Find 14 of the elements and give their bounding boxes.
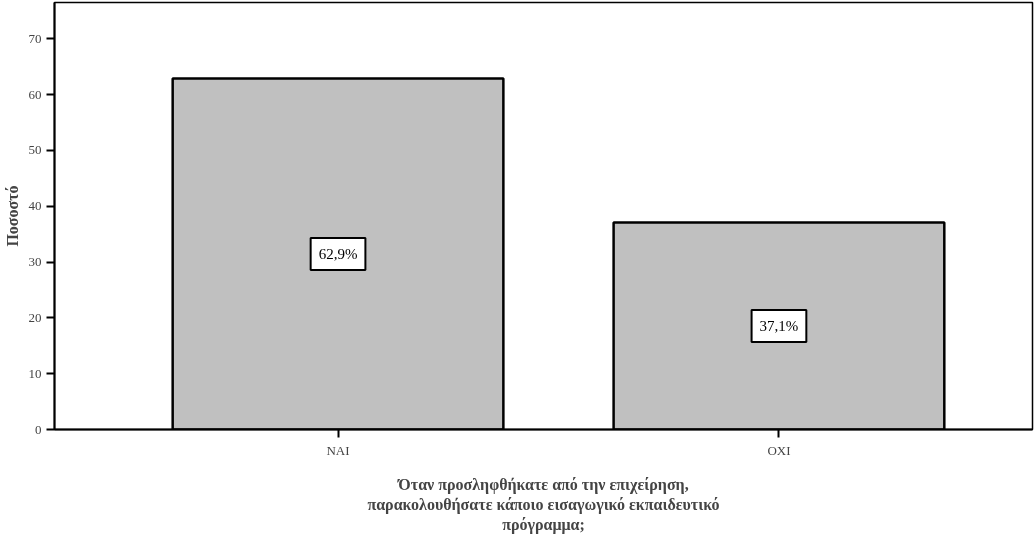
- y-tick-label: 10: [28, 365, 42, 381]
- y-tick-label: 0: [35, 421, 42, 437]
- y-tick-label: 70: [28, 30, 42, 46]
- data-label: 37,1%: [759, 317, 799, 334]
- x-axis-title: Όταν προσληφθήκατε από την επιχείρηση, παρακολουθήσατε κάποιο εισαγωγικό εκπαιδευτικό πρόγραμμα;: [367, 475, 720, 535]
- data-label: 62,9%: [318, 245, 358, 262]
- y-tick-label: 60: [28, 86, 42, 102]
- y-tick-label: 40: [28, 198, 42, 214]
- y-tick-label: 50: [28, 142, 42, 158]
- y-tick-label: 30: [28, 254, 42, 270]
- x-tick-label: ΟΧΙ: [767, 442, 791, 458]
- y-tick-label: 20: [28, 309, 42, 325]
- x-tick-label: ΝΑΙ: [326, 442, 350, 458]
- y-axis-title: Ποσοστό: [3, 185, 21, 247]
